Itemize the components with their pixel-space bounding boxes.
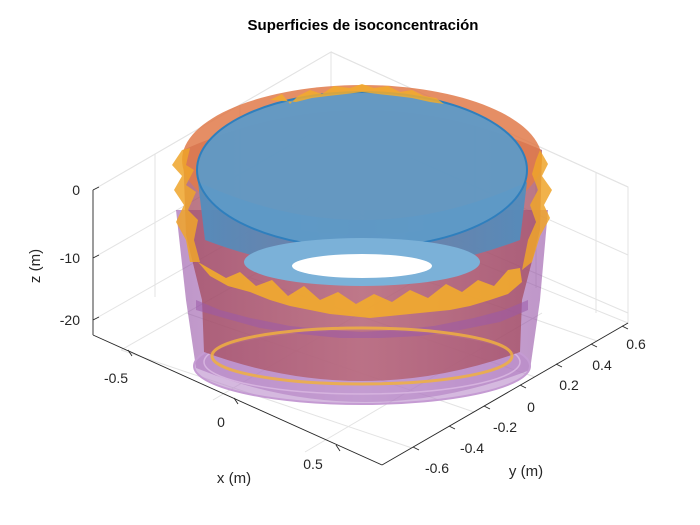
- x-axis-line: [92, 334, 383, 466]
- surface-yellow-band: [198, 262, 522, 318]
- surface-yellow-right: [522, 150, 552, 270]
- surface-blue-top: [196, 91, 528, 249]
- z-tick-label: -20: [60, 312, 80, 328]
- surface-orange-bottom-ring: [210, 326, 514, 386]
- x-tick-label: 0: [217, 414, 225, 430]
- surface-purple-stripe: [196, 300, 528, 338]
- y-tick-mark-4: [555, 363, 563, 368]
- y-tick-label: 0.4: [592, 357, 612, 373]
- axes: [92, 190, 629, 466]
- y-tick-label: -0.2: [493, 419, 517, 435]
- y-tick-mark-2: [483, 405, 491, 410]
- x-tick-mark-2: [335, 444, 341, 452]
- y-axis-label: y (m): [509, 463, 543, 480]
- x-ticks: -0.5 0 0.5: [104, 349, 341, 472]
- y-tick-label: 0.6: [626, 336, 646, 352]
- surface-yellow-top-spikes: [270, 84, 444, 104]
- y-ticks: -0.6 -0.4 -0.2 0 0.2 0.4 0.6: [412, 325, 646, 476]
- y-axis-line: [381, 322, 629, 466]
- z-tick-label: 0: [72, 182, 80, 198]
- z-tick-mark-2: [92, 316, 100, 321]
- isosurfaces: [172, 84, 552, 405]
- y-tick-mark-0: [412, 446, 420, 451]
- z-axis-label: z (m): [27, 249, 44, 283]
- chart-title: Superficies de isoconcentración: [248, 17, 479, 34]
- y-tick-label: -0.4: [460, 440, 484, 456]
- y-tick-label: 0: [527, 399, 535, 415]
- x-axis-label: x (m): [217, 470, 251, 487]
- grid-floor-4: [120, 349, 413, 449]
- x-tick-label: -0.5: [104, 370, 128, 386]
- x-tick-mark-1: [233, 397, 239, 405]
- x-tick-label: 0.5: [303, 456, 323, 472]
- y-tick-mark-1: [448, 425, 456, 430]
- y-tick-label: -0.6: [425, 460, 449, 476]
- surface-blue-hole-opening: [292, 254, 432, 278]
- z-tick-label: -10: [60, 250, 80, 266]
- y-tick-mark-3: [519, 384, 527, 389]
- y-tick-mark-6: [621, 325, 629, 330]
- x-tick-mark-0: [127, 349, 133, 357]
- y-tick-label: 0.2: [559, 377, 579, 393]
- z-tick-mark-1: [92, 254, 100, 259]
- y-tick-mark-5: [590, 343, 598, 348]
- surface-yellow-left: [172, 148, 200, 262]
- z-ticks: 0 -10 -20: [60, 182, 100, 328]
- z-tick-mark-0: [92, 186, 100, 191]
